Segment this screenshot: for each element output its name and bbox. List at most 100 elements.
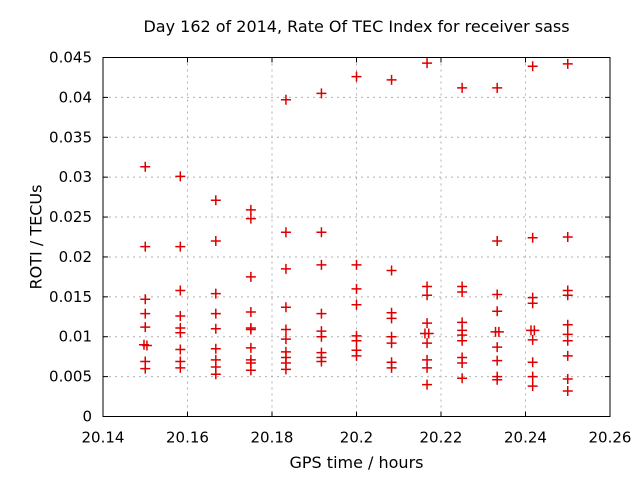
data-point-marker [386, 265, 397, 276]
data-point-marker [316, 356, 327, 367]
x-tick-label: 20.22 [420, 429, 463, 447]
data-point-marker [457, 82, 468, 93]
data-point-marker [527, 371, 538, 382]
x-tick-label: 20.16 [166, 429, 209, 447]
data-point-marker [140, 161, 151, 172]
y-tick-label: 0.01 [59, 328, 92, 346]
data-point-marker [422, 318, 433, 329]
data-point-marker [386, 74, 397, 85]
data-point-marker [527, 298, 538, 309]
data-point-marker [527, 381, 538, 392]
data-point-marker [245, 204, 256, 215]
data-point-marker [245, 306, 256, 317]
y-tick-label: 0.015 [49, 288, 92, 306]
data-point-marker [562, 232, 573, 242]
y-tick-labels: 0 0.005 0.01 0.015 0.02 0.025 0.03 0.035 0.04 0.0… [49, 49, 92, 426]
data-point-marker [422, 379, 433, 390]
data-point-marker [245, 271, 256, 282]
y-tick-label: 0.025 [49, 208, 92, 226]
data-point-marker [245, 365, 256, 376]
data-point-marker [280, 302, 291, 313]
plot-border [102, 57, 611, 417]
data-point-marker [280, 364, 291, 375]
data-point-marker [351, 283, 362, 294]
data-point-marker [457, 335, 468, 346]
x-tick-labels: 20.14 20.16 20.18 20.2 20.22 20.24 20.26 [82, 429, 632, 447]
data-point-marker [210, 308, 221, 319]
x-tick-label: 20.14 [82, 429, 125, 447]
data-point-marker [351, 350, 362, 361]
data-point-marker [492, 235, 503, 246]
data-point-marker [140, 294, 151, 305]
data-point-marker [386, 313, 397, 324]
y-tick-label: 0.04 [59, 88, 92, 106]
data-point-marker [316, 331, 327, 342]
data-point-marker [562, 385, 573, 396]
data-point-marker [351, 299, 362, 310]
data-point-marker [457, 358, 468, 369]
data-point-marker [457, 373, 468, 384]
data-point-marker [422, 281, 433, 292]
data-point-marker [140, 241, 151, 252]
data-point-marker [280, 263, 291, 274]
data-point-marker [280, 94, 291, 105]
data-point-marker [175, 171, 186, 182]
data-point-marker [527, 357, 538, 368]
data-point-marker [351, 335, 362, 346]
y-tick-label: 0 [82, 408, 92, 426]
data-point-marker [492, 355, 503, 366]
x-tick-label: 20.2 [340, 429, 373, 447]
data-point-marker [175, 241, 186, 252]
data-points [138, 58, 573, 396]
data-point-marker [175, 310, 186, 321]
data-point-marker [210, 369, 221, 380]
data-point-marker [527, 334, 538, 345]
data-point-marker [422, 290, 433, 301]
data-point-marker [562, 58, 573, 69]
data-point-marker [280, 334, 291, 345]
data-point-marker [527, 61, 538, 72]
data-point-marker [492, 374, 503, 385]
data-point-marker [175, 362, 186, 373]
data-point-marker [562, 319, 573, 330]
data-point-marker [351, 71, 362, 82]
data-point-marker [175, 285, 186, 296]
data-point-marker [457, 287, 468, 298]
data-point-marker [316, 88, 327, 99]
data-point-marker [423, 328, 434, 339]
x-axis-label: GPS time / hours [289, 453, 424, 472]
data-point-marker [210, 343, 221, 354]
data-point-marker [351, 259, 362, 270]
data-point-marker [493, 326, 504, 337]
chart-title: Day 162 of 2014, Rate Of TEC Index for r… [143, 17, 570, 36]
y-tick-label: 0.035 [49, 128, 92, 146]
data-point-marker [245, 324, 256, 335]
data-point-marker [140, 322, 151, 333]
y-tick-label: 0.02 [59, 248, 92, 266]
x-tick-label: 20.26 [589, 429, 632, 447]
data-point-marker [492, 289, 503, 300]
data-point-marker [529, 325, 540, 336]
data-point-marker [245, 213, 256, 224]
data-point-marker [245, 342, 256, 353]
y-tick-label: 0.005 [49, 368, 92, 386]
data-point-marker [562, 335, 573, 346]
x-tick-label: 20.18 [251, 429, 294, 447]
x-tick-label: 20.24 [504, 429, 547, 447]
data-point-marker [562, 290, 573, 301]
data-point-marker [140, 308, 151, 319]
y-axis-label: ROTI / TECUs [26, 184, 46, 290]
data-point-marker [316, 227, 327, 238]
data-point-marker [422, 362, 433, 373]
data-point-marker [422, 338, 433, 349]
data-point-marker [210, 323, 221, 334]
data-point-marker [175, 344, 186, 355]
data-point-marker [175, 327, 186, 338]
data-point-marker [316, 308, 327, 319]
data-point-marker [492, 342, 503, 353]
data-point-marker [210, 235, 221, 246]
data-point-marker [562, 350, 573, 361]
data-point-marker [280, 227, 291, 238]
